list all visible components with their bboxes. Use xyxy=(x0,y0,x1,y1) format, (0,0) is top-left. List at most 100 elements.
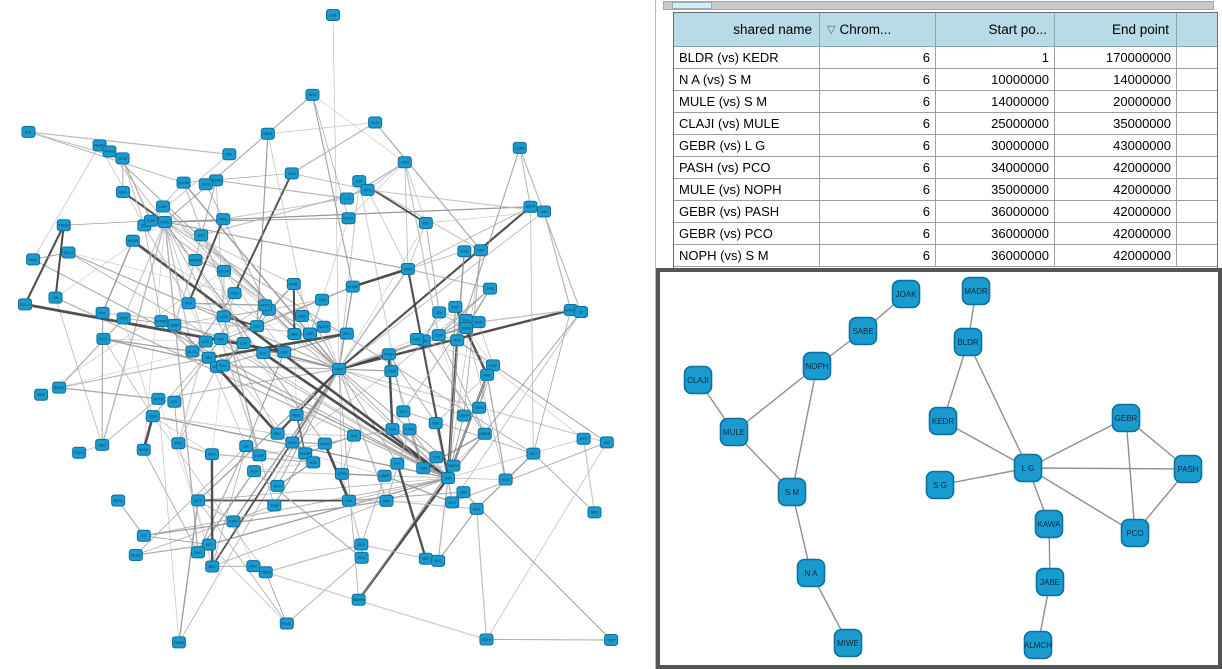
table-cell[interactable]: 6 xyxy=(819,112,936,135)
subnetwork-node-l-g[interactable]: L G xyxy=(1013,453,1043,483)
table-cell[interactable]: 16.9 xyxy=(1176,134,1217,157)
overview-node[interactable]: SUK xyxy=(342,494,357,507)
table-cell[interactable]: 6 xyxy=(819,200,936,223)
overview-node[interactable]: GKP xyxy=(354,538,369,551)
overview-node[interactable]: GFO xyxy=(360,183,375,196)
overview-node[interactable]: AOJ xyxy=(469,502,484,515)
overview-node[interactable]: RFFS xyxy=(258,299,273,312)
overview-node[interactable]: BDI xyxy=(201,351,216,364)
subnetwork-edge[interactable] xyxy=(733,365,818,433)
overview-node[interactable]: NWHW xyxy=(351,593,366,606)
overview-node[interactable]: NBK xyxy=(428,417,443,430)
overview-node[interactable]: JIN xyxy=(48,291,63,304)
overview-node[interactable]: LSC xyxy=(239,440,254,453)
table-cell[interactable]: 42000000 xyxy=(1054,244,1177,267)
subnetwork-node-bldr[interactable]: BLDR xyxy=(953,327,983,357)
table-cell[interactable]: 8.4 xyxy=(1176,222,1217,245)
table-row[interactable]: CLAJI (vs) MULE625000000350000005.9 xyxy=(674,112,1217,135)
subnetwork-node-n-a[interactable]: N A xyxy=(796,558,826,588)
overview-node[interactable]: PKK xyxy=(171,437,186,450)
overview-node[interactable]: CKK xyxy=(277,346,292,359)
overview-node[interactable]: CGM xyxy=(431,329,446,342)
subnetwork-node-gebr[interactable]: GEBR xyxy=(1111,403,1141,433)
overview-node[interactable]: RFF xyxy=(418,552,433,565)
overview-node[interactable]: RLA xyxy=(450,334,465,347)
overview-node[interactable]: HED xyxy=(95,438,110,451)
overview-node[interactable]: NOOT xyxy=(316,320,331,333)
overview-node[interactable]: PTBH xyxy=(381,348,396,361)
subnetwork-node-almch[interactable]: ALMCH xyxy=(1023,630,1053,660)
overview-node[interactable]: MTK xyxy=(457,245,472,258)
table-cell[interactable]: 35000000 xyxy=(1054,112,1177,135)
subnetwork-node-claji[interactable]: CLAJI xyxy=(683,365,713,395)
subnetwork-node-miwe[interactable]: MIWE xyxy=(833,628,863,658)
table-cell[interactable]: GEBR (vs) L G xyxy=(674,134,820,157)
table-cell[interactable]: 43000000 xyxy=(1054,134,1177,157)
table-cell[interactable]: 11.4 xyxy=(1176,156,1217,179)
overview-node[interactable]: JOA xyxy=(315,293,330,306)
overview-node[interactable]: UOM xyxy=(512,141,527,154)
table-row[interactable]: MULE (vs) S M614000000200000007.5 xyxy=(674,90,1217,113)
overview-node[interactable]: UUA xyxy=(445,496,460,509)
overview-node[interactable]: CERA xyxy=(472,401,487,414)
overview-node[interactable]: CDT xyxy=(396,405,411,418)
subnetwork-edge[interactable] xyxy=(791,365,818,493)
overview-node[interactable]: FHGO xyxy=(56,219,71,232)
overview-node[interactable]: JSM xyxy=(416,462,431,475)
table-cell[interactable]: 42000000 xyxy=(1054,156,1177,179)
table-cell[interactable]: 42000000 xyxy=(1054,200,1177,223)
overview-node[interactable]: MUS xyxy=(34,388,49,401)
overview-node[interactable]: EST xyxy=(448,300,463,313)
overview-node[interactable]: KFNL xyxy=(286,277,301,290)
filter-icon[interactable]: ▽ xyxy=(827,24,836,36)
subnetwork-node-jabe[interactable]: JABE xyxy=(1035,567,1065,597)
overview-node[interactable]: IFH xyxy=(167,395,182,408)
overview-node[interactable]: GFA xyxy=(115,185,130,198)
table-cell[interactable]: MULE (vs) NOPH xyxy=(674,178,820,201)
overview-node[interactable]: SWD xyxy=(400,263,415,276)
overview-node[interactable]: MKD xyxy=(289,408,304,421)
subnetwork-node-joak[interactable]: JOAK xyxy=(891,279,921,309)
overview-node[interactable]: MJM xyxy=(167,318,182,331)
table-cell[interactable]: 6 xyxy=(819,156,936,179)
table-cell[interactable]: 20000000 xyxy=(1054,90,1177,113)
table-row[interactable]: N A (vs) S M610000000140000006.6 xyxy=(674,68,1217,91)
overview-node[interactable]: KPTB xyxy=(151,392,166,405)
overview-node[interactable]: BJC xyxy=(431,554,446,567)
overview-node[interactable]: HUCA xyxy=(341,212,356,225)
overview-node[interactable]: MIO xyxy=(213,332,228,345)
overview-node[interactable]: JHW xyxy=(116,312,131,325)
table-cell[interactable]: 6 xyxy=(819,134,936,157)
table-cell[interactable]: 192.0 xyxy=(1176,46,1217,69)
overview-node[interactable]: LIAD xyxy=(397,156,412,169)
table-cell[interactable]: 6 xyxy=(819,90,936,113)
overview-node[interactable]: KKIK xyxy=(26,253,41,266)
table-row[interactable]: PASH (vs) PCO6340000004200000011.4 xyxy=(674,156,1217,179)
overview-node[interactable]: AGOR xyxy=(125,234,140,247)
overview-node[interactable]: BEE xyxy=(205,560,220,573)
overview-node[interactable]: GFJ xyxy=(194,229,209,242)
overview-node[interactable]: WFG xyxy=(285,436,300,449)
overview-node[interactable]: FTTD xyxy=(402,423,417,436)
table-row[interactable]: NOPH (vs) S M636000000420000009.9 xyxy=(674,244,1217,267)
overview-node[interactable]: HTA xyxy=(306,456,321,469)
overview-node[interactable]: CPB xyxy=(429,451,444,464)
subnetwork-node-pco[interactable]: PCO xyxy=(1120,518,1150,548)
subnetwork-node-madr[interactable]: MADR xyxy=(961,276,991,306)
table-cell[interactable]: 7.5 xyxy=(1176,90,1217,113)
overview-node[interactable]: FKU xyxy=(270,427,285,440)
overview-node[interactable]: TOKU xyxy=(158,216,172,228)
overview-node[interactable]: GEN xyxy=(198,178,213,191)
table-cell[interactable]: N A (vs) S M xyxy=(674,68,820,91)
table-cell[interactable]: 10.5 xyxy=(1176,178,1217,201)
table-cell[interactable]: 5.9 xyxy=(1176,112,1217,135)
overview-node[interactable]: RWOP xyxy=(298,447,313,460)
column-header-1[interactable]: ▽ Chrom... xyxy=(819,13,936,47)
table-row[interactable]: GEBR (vs) L G6300000004300000016.9 xyxy=(674,134,1217,157)
overview-node[interactable]: UGD xyxy=(295,310,310,323)
table-cell[interactable]: 36000000 xyxy=(935,222,1055,245)
table-cell[interactable]: 36000000 xyxy=(935,244,1055,267)
table-cell[interactable]: 42000000 xyxy=(1054,222,1177,245)
overview-node[interactable]: ORI xyxy=(456,486,471,499)
overview-node[interactable]: HKG xyxy=(409,332,424,345)
